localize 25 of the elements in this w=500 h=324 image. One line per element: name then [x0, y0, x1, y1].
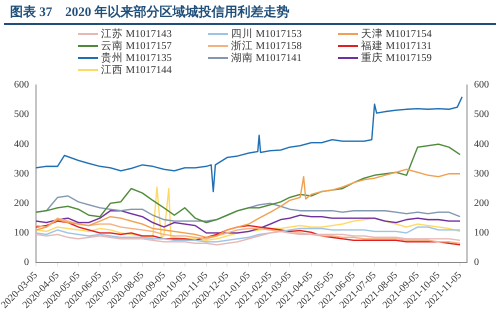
legend-label: 福建 M1017131 — [361, 39, 432, 52]
y2-tick-label: 100 — [474, 228, 489, 239]
legend-label: 天津 M1017154 — [361, 27, 432, 40]
y2-tick-label: 600 — [474, 80, 489, 91]
y-tick-label: 0 — [24, 257, 29, 268]
chart-title: 图表 37 2020 年以来部分区域城投信用利差走势 — [4, 0, 496, 25]
y2-tick-label: 300 — [474, 168, 489, 180]
y2-tick-label: 200 — [474, 198, 489, 209]
legend-label: 云南 M1017157 — [101, 39, 172, 52]
y2-tick-label: 0 — [474, 257, 479, 268]
y2-tick-label: 400 — [474, 138, 489, 150]
y2-tick-label: 500 — [474, 109, 489, 120]
y-tick-label: 100 — [14, 228, 29, 239]
legend-label: 浙江 M1017158 — [231, 39, 302, 52]
legend-label: 贵州 M1017135 — [101, 51, 172, 64]
y-tick-label: 300 — [14, 168, 29, 180]
y-tick-label: 500 — [14, 109, 29, 120]
y-tick-label: 600 — [14, 80, 29, 91]
y-tick-label: 400 — [14, 138, 29, 150]
y-tick-label: 200 — [14, 198, 29, 209]
legend-label: 湖南 M1017141 — [231, 51, 302, 65]
legend-label: 江苏 M1017143 — [101, 27, 172, 40]
legend-label: 江西 M1017144 — [101, 64, 172, 77]
legend-label: 重庆 M1017159 — [361, 51, 432, 65]
legend-label: 四川 M1017153 — [231, 27, 302, 40]
